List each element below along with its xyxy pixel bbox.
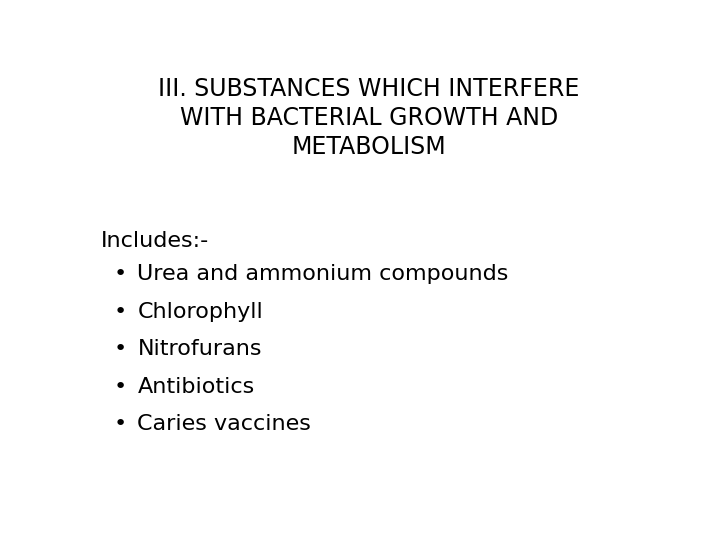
Text: •: • (114, 414, 127, 434)
Text: Includes:-: Includes:- (101, 231, 210, 251)
Text: Caries vaccines: Caries vaccines (138, 414, 311, 434)
Text: Chlorophyll: Chlorophyll (138, 302, 264, 322)
Text: •: • (114, 265, 127, 285)
Text: •: • (114, 339, 127, 359)
Text: Urea and ammonium compounds: Urea and ammonium compounds (138, 265, 509, 285)
Text: Nitrofurans: Nitrofurans (138, 339, 262, 359)
Text: Antibiotics: Antibiotics (138, 377, 255, 397)
Text: III. SUBSTANCES WHICH INTERFERE
WITH BACTERIAL GROWTH AND
METABOLISM: III. SUBSTANCES WHICH INTERFERE WITH BAC… (158, 77, 580, 159)
Text: •: • (114, 377, 127, 397)
Text: •: • (114, 302, 127, 322)
